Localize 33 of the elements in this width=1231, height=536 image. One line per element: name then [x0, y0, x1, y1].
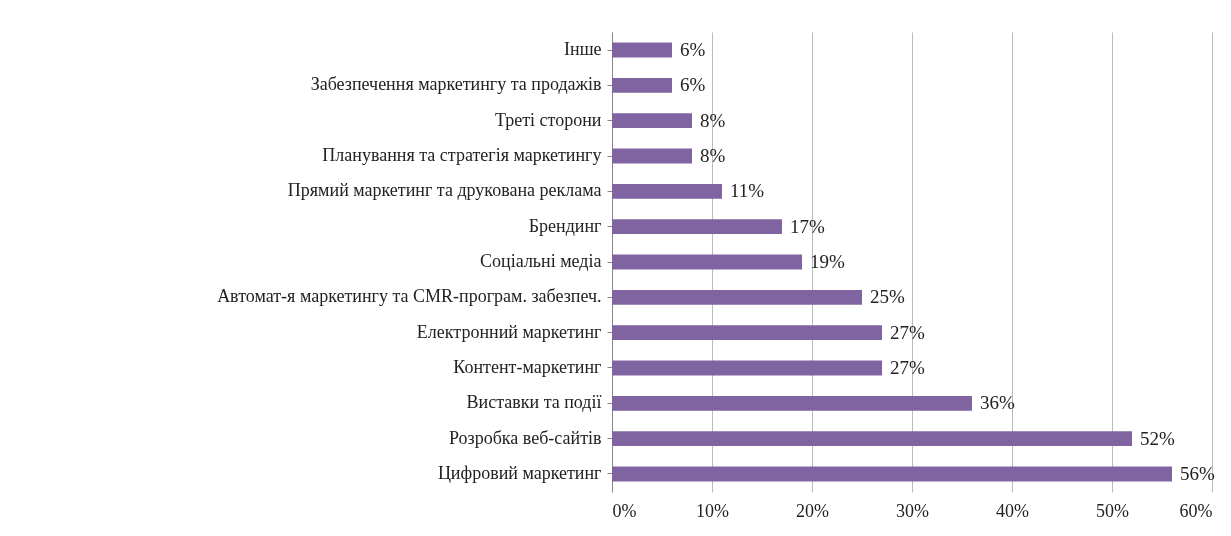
y-tick-label: Електронний маркетинг: [416, 321, 602, 342]
y-tick-label: Контент-маркетинг: [453, 356, 602, 377]
data-label: 56%: [1180, 462, 1215, 484]
y-tick-label: Розробка веб-сайтів: [448, 427, 602, 448]
x-tick-label: 40%: [996, 500, 1029, 521]
x-tick-label: 20%: [796, 500, 829, 521]
data-label: 52%: [1140, 427, 1175, 449]
data-label: 11%: [730, 180, 765, 202]
y-tick-label: Автомат-я маркетингу та CMR-програм. забезпеч.: [217, 286, 602, 307]
y-tick-label: Соціальні медіа: [480, 251, 602, 271]
y-tick-label: Брендинг: [528, 215, 602, 236]
y-tick-label: Треті сторони: [494, 109, 602, 130]
x-tick-label: 50%: [1096, 500, 1129, 521]
data-label: 27%: [890, 321, 925, 343]
y-tick-label: Виставки та події: [466, 392, 602, 413]
data-label: 6%: [680, 74, 706, 96]
data-label: 36%: [980, 392, 1015, 414]
data-label: 19%: [810, 251, 845, 272]
y-tick-label: Прямий маркетинг та друкована реклама: [287, 180, 602, 201]
data-label: 8%: [700, 109, 726, 131]
y-tick-label: Цифровий маркетинг: [437, 462, 602, 483]
y-tick-label: Інше: [564, 39, 602, 60]
data-label: 6%: [680, 39, 706, 61]
x-tick-label: 30%: [896, 500, 929, 521]
y-tick-label: Забезпечення маркетингу та продажів: [310, 74, 602, 95]
y-tick-label: Планування та стратегія маркетингу: [322, 145, 602, 166]
x-tick-label: 10%: [696, 500, 729, 521]
x-tick-label: 0%: [612, 500, 637, 521]
data-label: 27%: [890, 356, 925, 378]
x-tick-label: 60%: [1179, 500, 1213, 521]
data-label: 25%: [870, 286, 905, 308]
data-label: 8%: [700, 145, 726, 167]
data-label: 17%: [790, 215, 825, 237]
